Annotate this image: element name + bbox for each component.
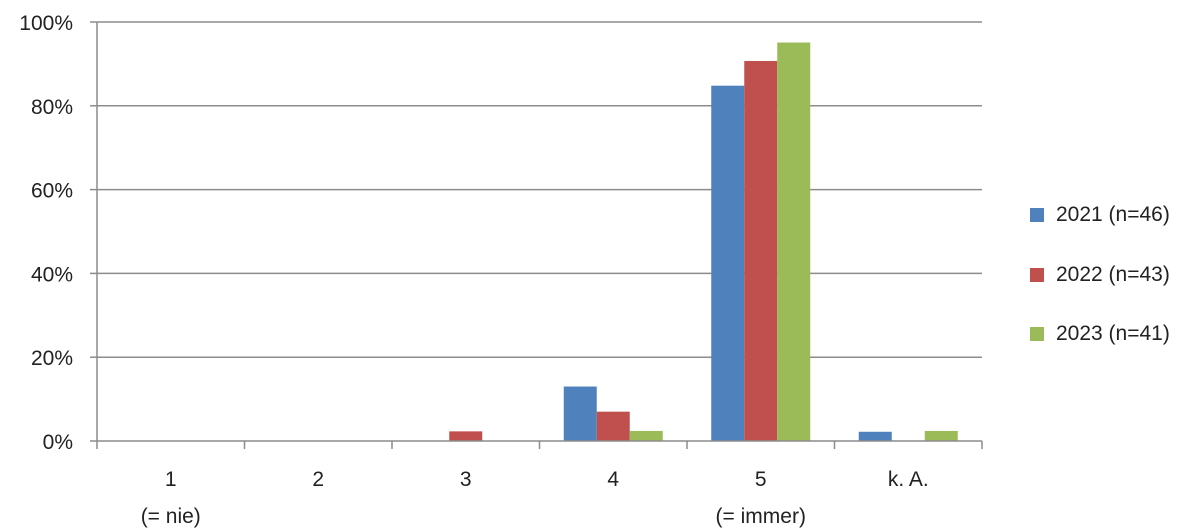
- legend: 2021 (n=46) 2022 (n=43) 2023 (n=41): [1030, 200, 1170, 379]
- y-tick-label: 0%: [43, 431, 73, 454]
- y-tick-label: 20%: [31, 347, 73, 370]
- legend-item: 2023 (n=41): [1030, 319, 1170, 349]
- legend-swatch: [1030, 208, 1044, 222]
- x-tick-sublabel: (= immer): [716, 505, 806, 528]
- x-tick-label: 5: [755, 468, 767, 491]
- x-tick-label: 2: [312, 468, 324, 491]
- legend-item: 2022 (n=43): [1030, 260, 1170, 290]
- bar: [744, 60, 778, 441]
- gridlines: [97, 21, 982, 358]
- x-tick-sublabel: (= nie): [141, 505, 201, 528]
- bar: [924, 430, 958, 441]
- x-tick-labels: 1 (= nie) 2 3 4 5 (= immer) k. A.: [141, 468, 929, 528]
- legend-swatch: [1030, 327, 1044, 341]
- y-tick-label: 100%: [19, 12, 73, 35]
- bar: [629, 430, 663, 441]
- bar: [858, 431, 892, 441]
- legend-label: 2022 (n=43): [1056, 262, 1170, 286]
- x-tick-label: 1: [165, 468, 177, 491]
- bar: [711, 85, 745, 442]
- y-tick-label: 80%: [31, 96, 73, 119]
- x-tick-label: 4: [607, 468, 619, 491]
- legend-label: 2021 (n=46): [1056, 203, 1170, 226]
- legend-label: 2023 (n=41): [1056, 322, 1170, 345]
- x-tick-label: 3: [460, 468, 472, 491]
- bar: [596, 411, 630, 441]
- legend-item: 2021 (n=46): [1030, 200, 1170, 230]
- axes: [96, 22, 983, 449]
- y-tick-labels: 0% 20% 40% 60% 80% 100%: [19, 12, 97, 454]
- y-tick-label: 60%: [31, 180, 73, 203]
- bars: [449, 42, 958, 442]
- bar: [563, 386, 597, 441]
- legend-swatch: [1030, 267, 1044, 282]
- x-tick-label: k. A.: [888, 468, 929, 491]
- y-tick-label: 40%: [31, 263, 73, 286]
- bar: [449, 431, 483, 441]
- bar: [777, 42, 811, 441]
- bar-chart: 0% 20% 40% 60% 80% 100% 1 (= nie) 2 3 4 5 (= immer)…: [19, 12, 983, 528]
